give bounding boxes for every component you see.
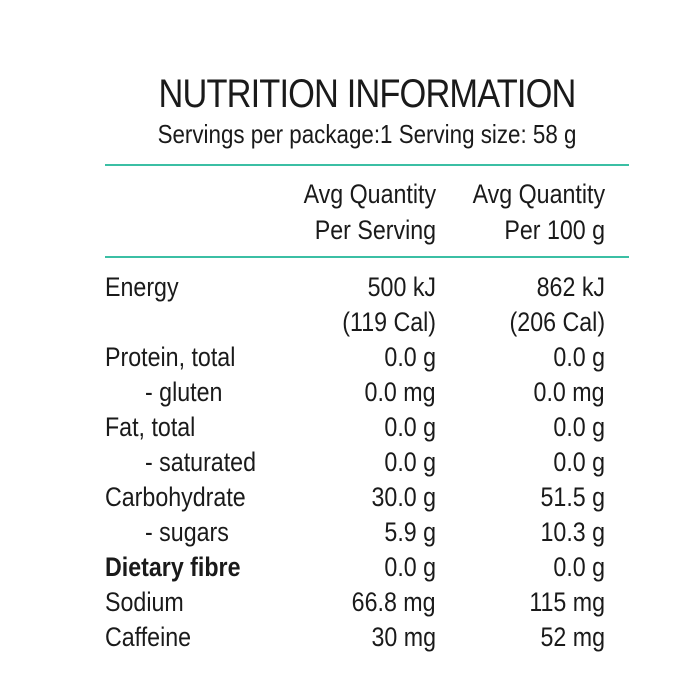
panel-title: NUTRITION INFORMATION — [158, 72, 576, 116]
per-100g-value: 51.5 g — [540, 482, 605, 512]
per-100g-value: 0.0 g — [553, 552, 605, 582]
header-per-100g-line2: Per 100 g — [504, 215, 605, 245]
nutrient-name: - saturated — [145, 447, 257, 477]
nutrient-row-energy: Energy 500 kJ (119 Cal) 862 kJ (206 Cal) — [105, 270, 629, 340]
serving-info: Servings per package:1 Serving size: 58 … — [157, 119, 577, 149]
per-100g-kj: 862 kJ — [536, 272, 605, 302]
nutrient-row-fat: Fat, total 0.0 g 0.0 g — [105, 410, 629, 445]
per-serving-value: 30.0 g — [371, 482, 436, 512]
divider-header — [105, 256, 629, 258]
per-100g-value: 0.0 g — [553, 447, 605, 477]
nutrient-name: Caffeine — [105, 622, 192, 652]
per-100g-value: 862 kJ (206 Cal) — [509, 270, 605, 340]
nutrient-row-sodium: Sodium 66.8 mg 115 mg — [105, 585, 629, 620]
nutrient-name: - gluten — [145, 377, 223, 407]
nutrient-name: Fat, total — [105, 412, 196, 442]
nutrient-row-saturated: - saturated 0.0 g 0.0 g — [105, 445, 629, 480]
per-serving-value: 0.0 g — [384, 552, 436, 582]
nutrient-name: Dietary fibre — [105, 552, 241, 582]
header-per-100g: Avg Quantity Per 100 g — [472, 176, 605, 248]
per-100g-value: 10.3 g — [540, 517, 605, 547]
per-100g-value: 115 mg — [529, 587, 605, 617]
nutrient-name: Protein, total — [105, 342, 236, 372]
per-100g-cal: (206 Cal) — [509, 307, 605, 337]
nutrient-row-sugars: - sugars 5.9 g 10.3 g — [105, 515, 629, 550]
per-100g-value: 0.0 g — [553, 412, 605, 442]
header-per-serving-line2: Per Serving — [314, 215, 436, 245]
nutrient-table: Energy 500 kJ (119 Cal) 862 kJ (206 Cal)… — [105, 270, 629, 655]
per-serving-value: 0.0 mg — [365, 377, 436, 407]
nutrient-name: Carbohydrate — [105, 482, 246, 512]
header-per-serving-line1: Avg Quantity — [303, 179, 436, 209]
nutrient-name: Energy — [105, 272, 179, 302]
per-serving-value: 66.8 mg — [352, 587, 436, 617]
nutrient-row-gluten: - gluten 0.0 mg 0.0 mg — [105, 375, 629, 410]
nutrient-row-carbohydrate: Carbohydrate 30.0 g 51.5 g — [105, 480, 629, 515]
nutrient-name: Sodium — [105, 587, 184, 617]
per-serving-value: 500 kJ (119 Cal) — [342, 270, 436, 340]
header-per-100g-line1: Avg Quantity — [472, 179, 605, 209]
per-100g-value: 52 mg — [540, 622, 605, 652]
nutrient-row-protein: Protein, total 0.0 g 0.0 g — [105, 340, 629, 375]
per-serving-cal: (119 Cal) — [342, 307, 436, 337]
per-100g-value: 0.0 g — [553, 342, 605, 372]
per-serving-kj: 500 kJ — [367, 272, 436, 302]
per-serving-value: 5.9 g — [384, 517, 436, 547]
per-100g-value: 0.0 mg — [534, 377, 605, 407]
nutrient-name: - sugars — [145, 517, 229, 547]
per-serving-value: 0.0 g — [384, 447, 436, 477]
per-serving-value: 30 mg — [371, 622, 436, 652]
header-per-serving: Avg Quantity Per Serving — [303, 176, 436, 248]
divider-top — [105, 164, 629, 166]
nutrient-row-fibre: Dietary fibre 0.0 g 0.0 g — [105, 550, 629, 585]
nutrient-row-caffeine: Caffeine 30 mg 52 mg — [105, 620, 629, 655]
per-serving-value: 0.0 g — [384, 342, 436, 372]
per-serving-value: 0.0 g — [384, 412, 436, 442]
